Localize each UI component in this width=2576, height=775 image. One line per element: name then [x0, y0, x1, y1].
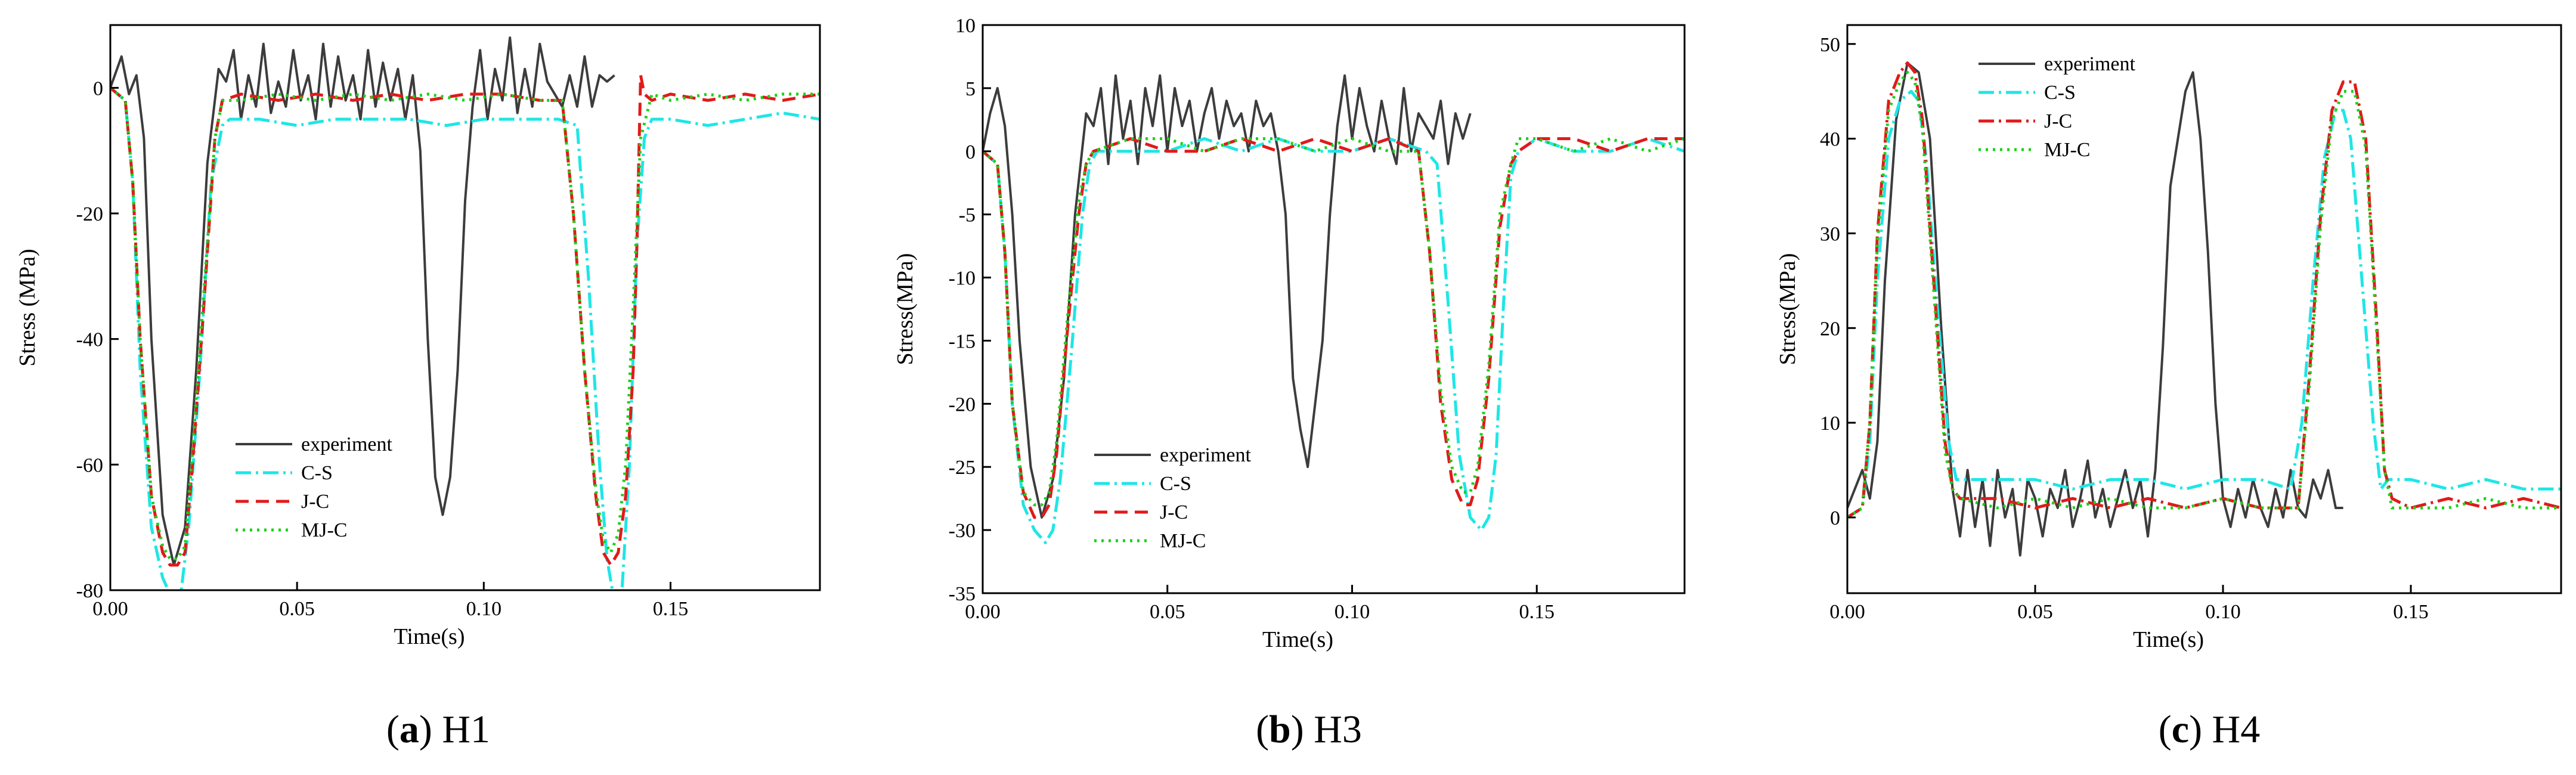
x-tick-label: 0.00: [1829, 601, 1865, 623]
y-tick-label: -20: [949, 393, 976, 416]
panel-caption: (c) H4: [2159, 708, 2260, 751]
y-tick-label: -5: [959, 204, 976, 227]
series-line-mj-c: [1847, 70, 2561, 519]
legend-label-mj-c: MJ-C: [1160, 530, 1206, 552]
x-tick-label: 0.15: [2393, 601, 2429, 623]
y-axis-label: Stress (MPa): [15, 249, 40, 366]
x-tick-label: 0.10: [1335, 601, 1370, 623]
series-line-c-s: [110, 86, 820, 590]
y-axis-label: Stress(MPa): [1775, 253, 1800, 365]
series-line-experiment: [1847, 61, 2343, 557]
y-tick-label: -15: [949, 330, 976, 352]
chart-panel-b: 0.00 0.05 0.10 0.15 -35 -30 -25 -20 -15 -10 -5 0 5 10…: [893, 15, 1686, 751]
y-tick-label: 50: [1820, 34, 1840, 56]
x-tick-label: 0.00: [92, 598, 128, 620]
y-tick-label: 0: [965, 141, 976, 163]
x-axis-label: Time(s): [2133, 627, 2204, 652]
y-tick-label: -35: [949, 583, 976, 605]
legend-label-experiment: experiment: [301, 433, 392, 455]
legend-label-c-s: C-S: [1160, 473, 1191, 495]
plot-frame: [982, 24, 1686, 594]
y-tick-label: -30: [949, 520, 976, 542]
panel-caption: (a) H1: [386, 708, 490, 751]
y-tick-label: -25: [949, 457, 976, 479]
y-tick-label: 40: [1820, 129, 1840, 151]
y-tick-label: 10: [955, 15, 976, 37]
y-tick-label: -10: [949, 268, 976, 290]
legend-label-c-s: C-S: [2044, 82, 2076, 104]
x-tick-label: 0.05: [279, 598, 315, 620]
y-tick-label: -40: [76, 329, 103, 351]
x-axis-label: Time(s): [1262, 627, 1333, 652]
legend-label-mj-c: MJ-C: [2044, 139, 2090, 161]
y-tick-label: 10: [1820, 413, 1840, 435]
y-tick-label: 20: [1820, 318, 1840, 340]
legend-label-j-c: J-C: [301, 491, 329, 513]
legend-label-experiment: experiment: [2044, 53, 2135, 75]
y-tick-label: -20: [76, 203, 103, 225]
chart-panel-c: 0.00 0.05 0.10 0.15 0 10 20 30 40 50 Time(s) Stress…: [1775, 24, 2562, 751]
x-tick-label: 0.05: [1150, 601, 1185, 623]
panel-caption: (b) H3: [1256, 708, 1362, 751]
plot-frame: [109, 24, 821, 591]
x-tick-label: 0.10: [466, 598, 502, 620]
plot-frame: [1846, 24, 2562, 594]
series-line-mj-c: [983, 137, 1685, 507]
y-tick-label: -80: [76, 580, 103, 602]
x-tick-label: 0.00: [965, 601, 1001, 623]
x-tick-label: 0.10: [2205, 601, 2241, 623]
series-line-j-c: [983, 137, 1685, 519]
y-tick-label: 5: [965, 78, 976, 100]
legend-label-experiment: experiment: [1160, 444, 1251, 466]
y-tick-label: -60: [76, 454, 103, 476]
legend-label-j-c: J-C: [2044, 110, 2072, 132]
series-line-j-c: [1847, 61, 2561, 519]
y-tick-label: 30: [1820, 223, 1840, 245]
legend-label-mj-c: MJ-C: [301, 519, 347, 541]
series-line-c-s: [1847, 89, 2561, 519]
chart-panel-a: 0.00 0.05 0.10 0.15 -80 -60 -40 -20 0 Time(s) Stre…: [15, 24, 821, 751]
series-line-mj-c: [110, 86, 820, 560]
legend-label-c-s: C-S: [301, 462, 333, 484]
series-line-c-s: [983, 137, 1685, 544]
y-tick-label: 0: [1830, 507, 1840, 529]
x-axis-label: Time(s): [394, 624, 465, 649]
x-tick-label: 0.15: [653, 598, 689, 620]
y-tick-label: 0: [93, 78, 103, 100]
series-line-experiment: [110, 36, 615, 566]
legend-label-j-c: J-C: [1160, 501, 1188, 523]
x-tick-label: 0.15: [1519, 601, 1555, 623]
x-tick-label: 0.05: [2017, 601, 2053, 623]
y-axis-label: Stress(MPa): [893, 253, 918, 365]
series-line-j-c: [110, 73, 820, 567]
